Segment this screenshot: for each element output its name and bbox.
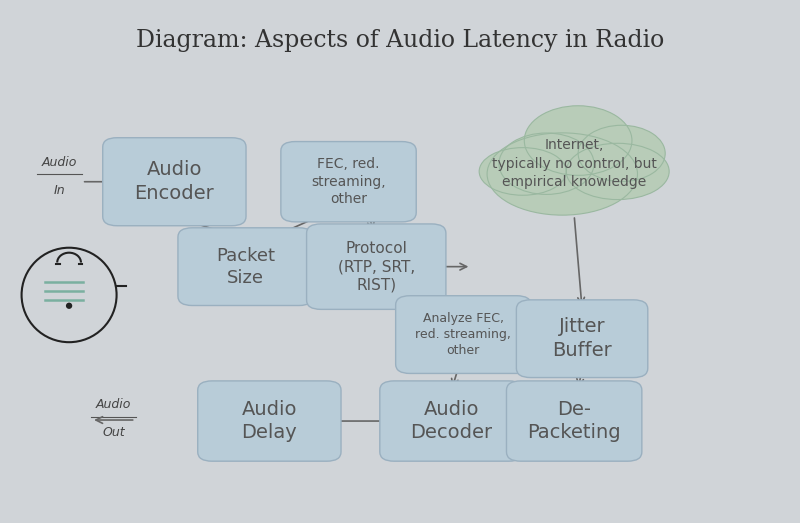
Text: Internet,
typically no control, but
empirical knowledge: Internet, typically no control, but empi… (492, 138, 657, 189)
Text: Packet
Size: Packet Size (216, 246, 275, 287)
FancyBboxPatch shape (306, 224, 446, 310)
Ellipse shape (566, 143, 669, 200)
Text: Audio
Delay: Audio Delay (242, 400, 298, 442)
FancyBboxPatch shape (506, 381, 642, 461)
FancyBboxPatch shape (396, 295, 531, 373)
Text: Out: Out (102, 426, 125, 439)
FancyBboxPatch shape (281, 142, 416, 222)
Text: Jitter
Buffer: Jitter Buffer (552, 317, 612, 360)
Text: Analyze FEC,
red. streaming,
other: Analyze FEC, red. streaming, other (415, 312, 511, 357)
Text: Audio: Audio (96, 398, 131, 411)
Text: De-
Packeting: De- Packeting (527, 400, 621, 442)
Text: Diagram: Aspects of Audio Latency in Radio: Diagram: Aspects of Audio Latency in Rad… (136, 29, 664, 52)
FancyBboxPatch shape (380, 381, 523, 461)
Ellipse shape (499, 133, 594, 195)
Text: In: In (54, 184, 66, 197)
Text: Audio: Audio (42, 156, 78, 169)
Text: Protocol
(RTP, SRT,
RIST): Protocol (RTP, SRT, RIST) (338, 241, 415, 293)
FancyBboxPatch shape (178, 228, 314, 305)
Ellipse shape (524, 106, 632, 175)
Text: Audio
Decoder: Audio Decoder (410, 400, 493, 442)
Text: FEC, red.
streaming,
other: FEC, red. streaming, other (311, 157, 386, 206)
FancyBboxPatch shape (102, 138, 246, 226)
FancyBboxPatch shape (198, 381, 341, 461)
Ellipse shape (479, 147, 566, 195)
Text: Audio
Encoder: Audio Encoder (134, 161, 214, 203)
Ellipse shape (578, 126, 666, 181)
Ellipse shape (66, 303, 72, 309)
Ellipse shape (487, 133, 638, 215)
FancyBboxPatch shape (516, 300, 648, 378)
